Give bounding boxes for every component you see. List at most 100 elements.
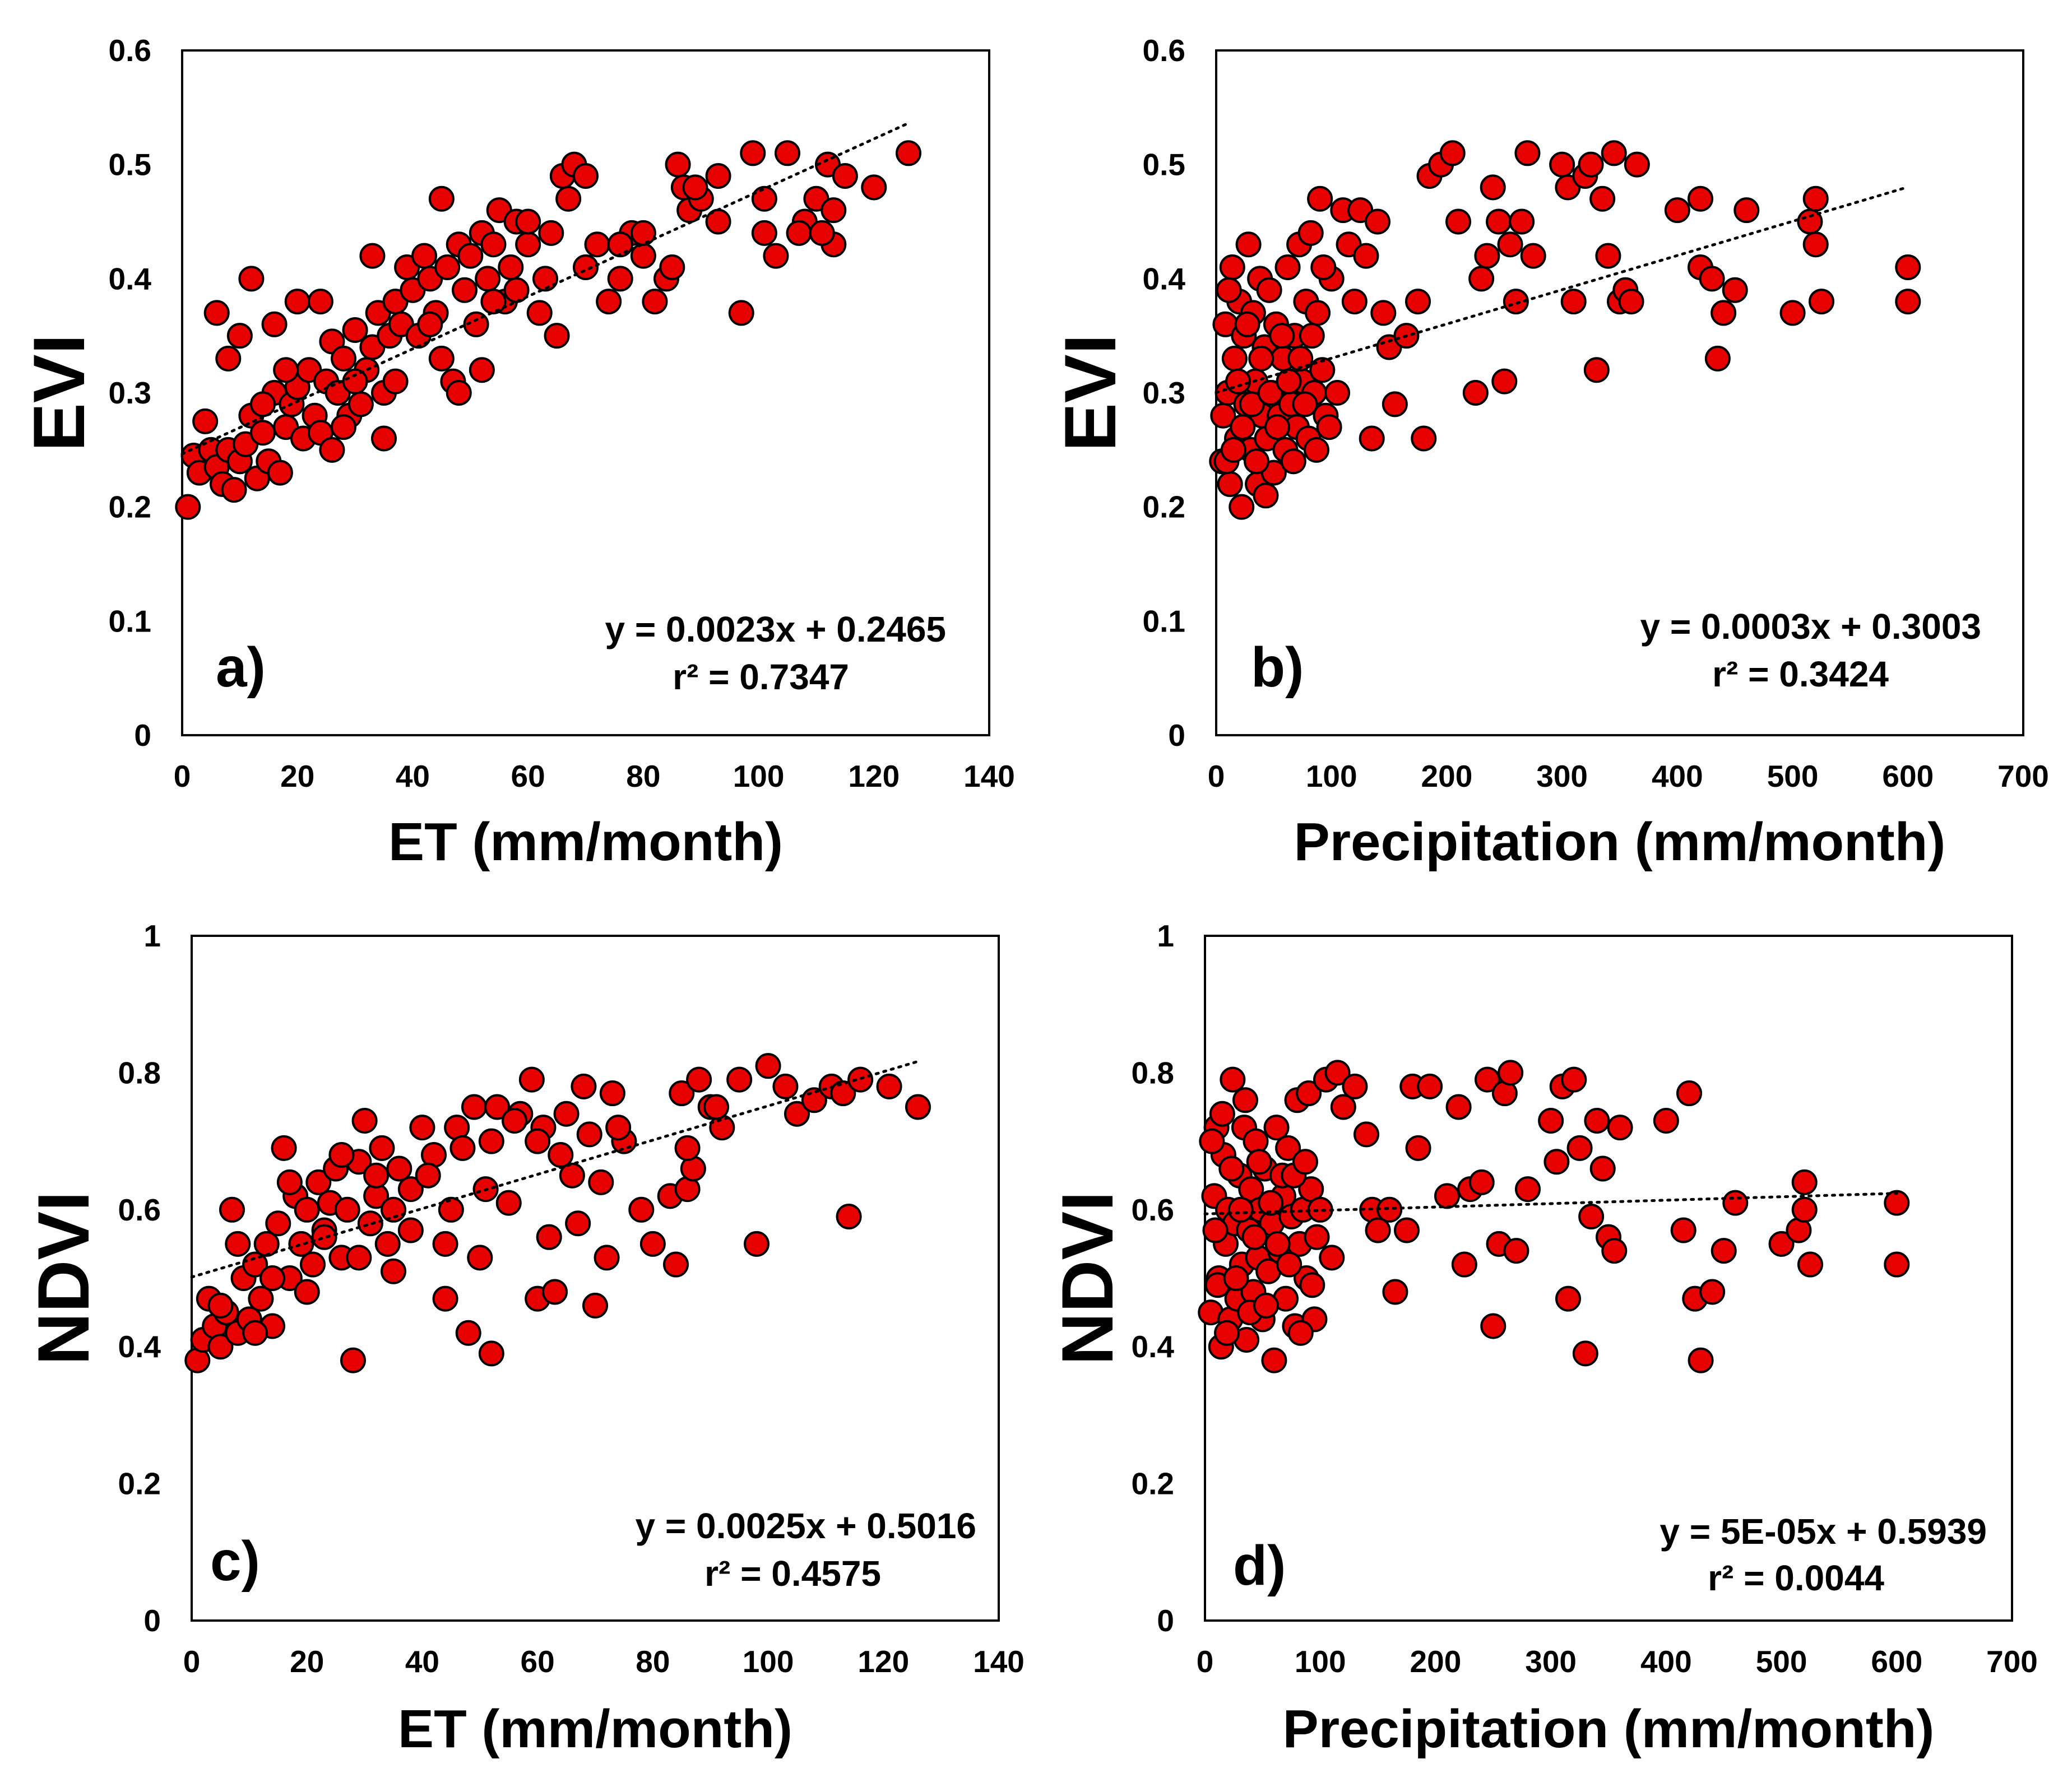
data-point-a [307,289,333,315]
x-tick-label-a: 140 [963,759,1015,793]
data-point-c [346,1245,372,1271]
x-tick-label-b: 300 [1536,759,1588,793]
data-point-a [238,266,265,292]
x-tick-label-b: 200 [1421,759,1473,793]
data-point-c [542,1279,568,1305]
x-tick-label-a: 20 [280,759,314,793]
data-point-b [1809,289,1834,315]
data-point-d [1561,1066,1587,1093]
data-point-c [484,1094,511,1120]
data-point-d [1503,1238,1529,1264]
data-point-c [328,1142,355,1168]
data-point-b [1303,437,1329,463]
data-point-c [669,1080,695,1107]
data-point-c [374,1231,401,1257]
data-point-b [1297,220,1324,246]
data-point-a [221,477,247,503]
y-tick-label-c: 0.6 [118,1192,161,1227]
data-point-b [1274,254,1301,280]
data-point-c [576,1121,602,1148]
data-point-b [1699,266,1725,292]
scatter-points-a [175,122,921,520]
data-point-c [248,1285,274,1312]
data-point-d [1480,1313,1507,1339]
y-tick-label-d: 0.8 [1132,1055,1174,1090]
x-tick-label-d: 500 [1756,1644,1807,1679]
data-point-a [896,140,921,166]
data-point-d [1292,1149,1318,1175]
data-point-b [1439,140,1466,166]
data-point-c [334,1196,360,1223]
data-point-b [1722,277,1748,303]
plot-area-c [191,935,1000,1622]
y-tick-label-a: 0 [134,718,151,753]
data-point-b [1583,357,1610,383]
data-point-c [744,1231,770,1257]
x-tick-label-b: 400 [1652,759,1703,793]
data-point-b [1704,345,1731,372]
data-point-b [1359,425,1385,452]
data-point-a [821,197,847,224]
y-axis-title-c: NDVI [22,1191,104,1366]
data-point-b [1370,300,1397,326]
data-point-a [642,289,668,315]
data-point-a [480,231,507,258]
data-point-d [1468,1169,1495,1195]
data-point-a [452,277,478,303]
data-point-c [449,1135,476,1161]
data-point-b [1474,243,1500,269]
data-point-a [417,311,443,337]
data-point-c [397,1176,424,1203]
data-point-b [1341,289,1368,315]
data-point-d [1555,1285,1581,1312]
data-point-d [1670,1217,1696,1243]
data-point-a [319,437,345,463]
data-point-b [1244,448,1269,475]
data-point-b [1292,391,1318,417]
x-axis-title-d: Precipitation (mm/month) [1283,1699,1935,1759]
data-point-d [1566,1135,1593,1161]
data-point-a [267,459,293,486]
data-point-a [480,289,507,315]
data-point-b [1225,368,1251,394]
trendline-d [1203,1192,1898,1215]
data-point-b [1802,185,1829,212]
data-point-d [1287,1320,1314,1346]
data-point-b [1210,402,1236,429]
y-tick-label-c: 0 [143,1603,161,1638]
x-tick-label-a: 100 [733,759,785,793]
data-point-a [428,345,455,372]
data-point-a [573,254,599,280]
data-point-b [1779,300,1806,326]
data-point-a [261,311,288,337]
y-tick-label-a: 0.3 [109,375,151,410]
data-point-b [1589,185,1616,212]
data-point-d [1601,1238,1628,1264]
data-point-c [518,1066,545,1093]
data-point-a [215,345,242,372]
panel-label-d: d) [1233,1534,1286,1597]
data-point-b [1382,391,1408,417]
r-squared-b: r² = 0.3424 [1712,654,1889,694]
data-point-c [305,1169,332,1195]
y-tick-label-b: 0.3 [1143,375,1185,410]
x-tick-label-c: 40 [405,1644,439,1679]
data-point-b [1221,345,1248,372]
data-point-c [381,1196,406,1223]
x-tick-label-b: 700 [1997,759,2049,793]
data-point-b [1256,277,1282,303]
data-point-c [265,1210,291,1237]
data-point-b [1445,208,1471,235]
data-point-b [1310,254,1337,280]
x-tick-label-c: 140 [973,1644,1025,1679]
data-point-b [1895,289,1921,315]
y-tick-label-a: 0.1 [109,604,151,638]
data-point-b [1733,197,1760,224]
data-point-d [1275,1135,1301,1161]
data-point-a [809,220,835,246]
data-point-c [478,1340,504,1367]
y-tick-label-b: 0.5 [1143,147,1185,182]
data-point-c [559,1162,585,1189]
panel-c: NDVI ET (mm/month) y = 0.0025x + 0.5016 … [22,918,1025,1759]
data-point-b [1601,140,1627,166]
